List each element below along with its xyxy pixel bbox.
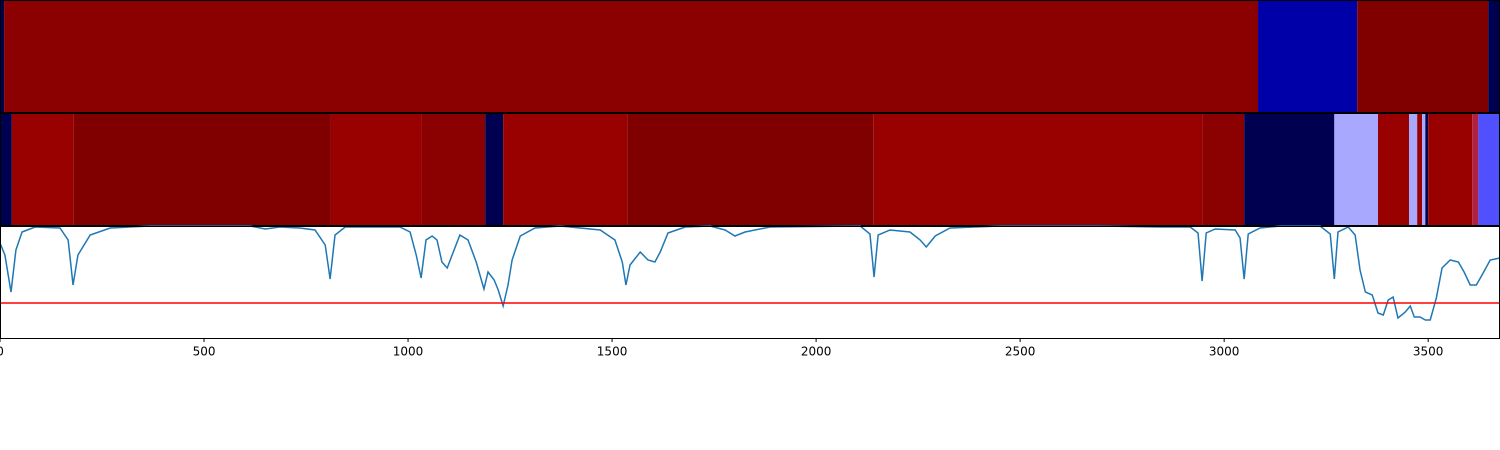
x-tick-label: 2000 bbox=[801, 345, 832, 359]
panel-frame bbox=[0, 226, 1500, 339]
strip-segment bbox=[73, 113, 331, 225]
x-tick-label: 0 bbox=[0, 345, 4, 359]
strip-segment bbox=[1202, 113, 1245, 225]
x-tick-label: 500 bbox=[193, 345, 216, 359]
strip-segment bbox=[330, 113, 422, 225]
strip-segment bbox=[0, 113, 12, 225]
strip-segment bbox=[1422, 113, 1426, 225]
strip-segment bbox=[1417, 113, 1423, 225]
strip-segment bbox=[1425, 113, 1429, 225]
x-tick-label: 1000 bbox=[393, 345, 424, 359]
x-tick-label: 1500 bbox=[597, 345, 628, 359]
strip-segment bbox=[1409, 113, 1418, 225]
strip-segment bbox=[1377, 113, 1410, 225]
strip-segment bbox=[1357, 0, 1489, 112]
strip-segment bbox=[627, 113, 874, 225]
strip-segment bbox=[1244, 113, 1335, 225]
strip-segment bbox=[485, 113, 504, 225]
x-tick-label: 3500 bbox=[1413, 345, 1444, 359]
strip-segment bbox=[4, 0, 1259, 112]
strip-segment bbox=[1258, 0, 1358, 112]
strip-segment bbox=[11, 113, 74, 225]
strip-segment bbox=[1428, 113, 1473, 225]
strip-segment bbox=[0, 0, 5, 112]
strip-segment bbox=[1334, 113, 1378, 225]
strip-segment bbox=[421, 113, 486, 225]
line bbox=[0, 225, 1500, 321]
x-tick-label: 3000 bbox=[1209, 345, 1240, 359]
strip-segment bbox=[1478, 113, 1500, 225]
strip-segment bbox=[1472, 113, 1479, 225]
strip-segment bbox=[1488, 0, 1500, 112]
strip-segment bbox=[873, 113, 1203, 225]
strip-segment bbox=[503, 113, 628, 225]
x-tick-label: 2500 bbox=[1005, 345, 1036, 359]
